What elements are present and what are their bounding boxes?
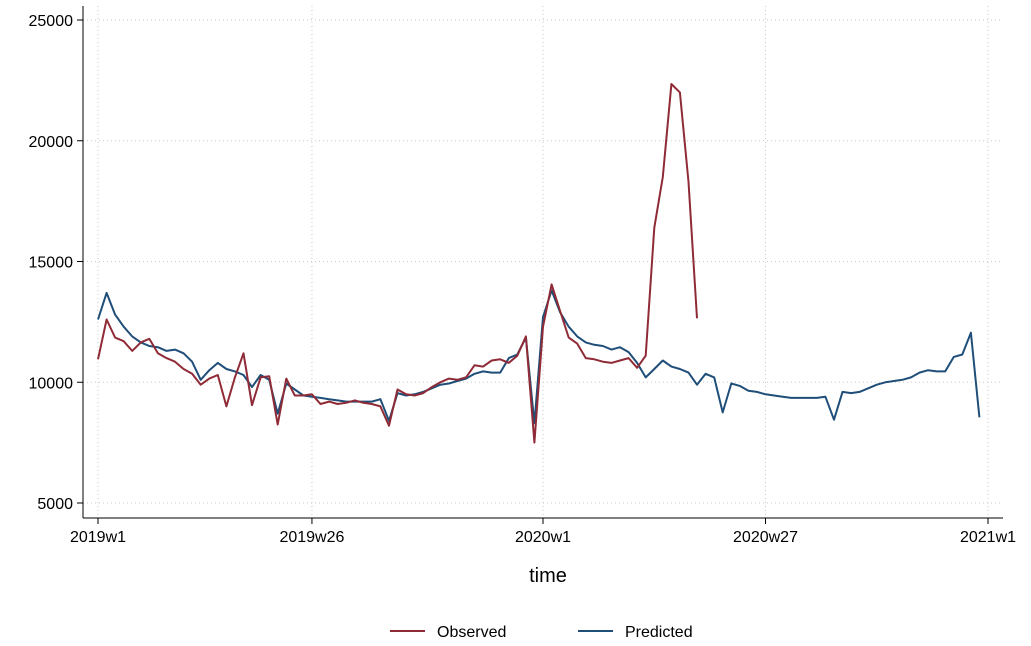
x-tick-label: 2020w27 <box>733 529 798 546</box>
legend-label-observed: Observed <box>437 624 506 641</box>
x-tick-label: 2019w1 <box>70 529 126 546</box>
x-tick-label: 2020w1 <box>515 529 571 546</box>
legend-label-predicted: Predicted <box>625 624 693 641</box>
y-tick-label: 5000 <box>37 496 73 513</box>
x-axis-title: time <box>529 565 567 587</box>
y-tick-label: 10000 <box>29 375 74 392</box>
y-tick-label: 15000 <box>29 255 74 272</box>
y-tick-label: 25000 <box>29 13 74 30</box>
x-tick-label: 2021w1 <box>960 529 1016 546</box>
x-tick-label: 2019w26 <box>279 529 344 546</box>
y-tick-label: 20000 <box>29 134 74 151</box>
